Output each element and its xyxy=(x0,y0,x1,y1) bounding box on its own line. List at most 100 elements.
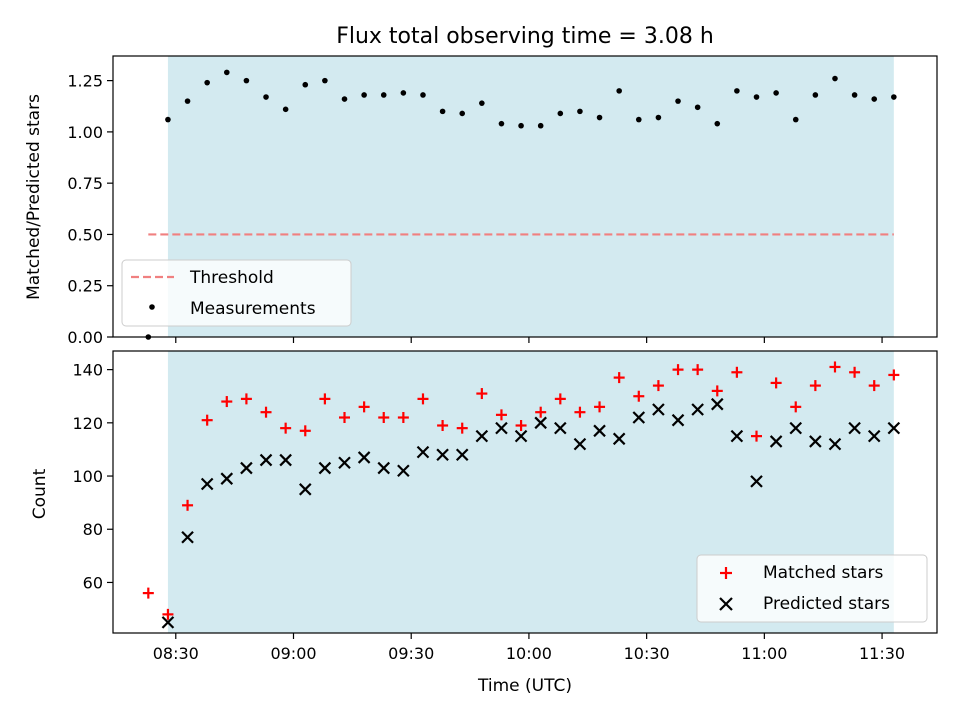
measurement-point xyxy=(223,69,230,76)
measurement-point xyxy=(439,108,446,115)
matched-stars-point xyxy=(770,377,782,389)
measurement-point xyxy=(400,90,407,96)
legend-predicted-label: Predicted stars xyxy=(763,594,890,614)
matched-stars-point xyxy=(692,364,704,376)
top-y-tick-label: 0.50 xyxy=(67,225,103,244)
measurement-point xyxy=(282,106,289,113)
predicted-stars-point xyxy=(397,464,410,477)
measurement-point xyxy=(734,88,740,94)
predicted-stars-point xyxy=(691,403,704,416)
measurement-point xyxy=(479,100,485,106)
measurement-point xyxy=(498,120,505,127)
matched-stars-point xyxy=(888,369,900,381)
predicted-stars-point xyxy=(710,397,724,411)
top-axes-frame xyxy=(112,55,938,338)
predicted-stars-point xyxy=(789,421,803,435)
measurement-point xyxy=(616,88,622,94)
measurement-point xyxy=(635,116,642,123)
legend-matched-label: Matched stars xyxy=(763,563,883,583)
measurement-point xyxy=(165,116,171,123)
matched-stars-point xyxy=(260,406,272,418)
measurement-point xyxy=(714,120,721,127)
measurement-point xyxy=(361,92,367,98)
predicted-stars-point xyxy=(730,429,744,443)
bottom-series-predicted-stars xyxy=(161,397,901,629)
measurement-point xyxy=(302,81,309,88)
matched-stars-point xyxy=(299,425,311,437)
legend-threshold-label: Threshold xyxy=(189,268,274,288)
predicted-stars-point xyxy=(240,461,253,475)
predicted-stars-point xyxy=(298,483,312,496)
bottom-y-tick-label: 60 xyxy=(83,573,103,592)
predicted-stars-point xyxy=(671,413,685,427)
top-series-measurements xyxy=(145,69,897,340)
top-y-tick-label: 1.00 xyxy=(67,123,103,142)
predicted-stars-point xyxy=(828,437,842,451)
x-tick-label: 09:00 xyxy=(270,644,316,663)
predicted-stars-point xyxy=(416,445,430,459)
measurement-point xyxy=(380,92,387,98)
top-y-tick-label: 0.00 xyxy=(67,328,103,347)
matched-stars-point xyxy=(868,380,880,392)
matched-stars-point xyxy=(182,499,194,511)
legend-measurements-label: Measurements xyxy=(190,299,316,319)
predicted-stars-point xyxy=(848,421,861,435)
matched-stars-point xyxy=(574,406,586,418)
matched-stars-point xyxy=(240,393,252,405)
matched-stars-point xyxy=(378,412,390,424)
predicted-stars-point xyxy=(867,429,881,443)
x-tick-label: 09:30 xyxy=(388,644,434,663)
measurement-point xyxy=(518,122,524,129)
predicted-stars-point xyxy=(161,616,175,629)
bottom-series-matched-stars xyxy=(142,361,900,620)
matched-stars-point xyxy=(829,361,841,373)
predicted-stars-point xyxy=(750,475,763,488)
measurement-point xyxy=(871,96,878,102)
matched-stars-point xyxy=(162,608,174,620)
matched-stars-point xyxy=(358,401,370,413)
measurement-point xyxy=(773,90,779,96)
measurement-point xyxy=(753,94,760,100)
bottom-legend: Matched stars Predicted stars xyxy=(696,554,928,623)
measurement-point xyxy=(420,92,426,98)
predicted-stars-point xyxy=(259,453,273,467)
x-axis-label: Time (UTC) xyxy=(477,676,572,696)
matched-stars-point xyxy=(476,388,488,400)
bottom-y-axis-label: Count xyxy=(30,468,50,519)
matched-stars-point xyxy=(554,393,566,405)
measurement-point xyxy=(812,92,819,98)
x-tick-label: 11:00 xyxy=(741,644,787,663)
predicted-stars-point xyxy=(377,461,391,475)
measurement-point xyxy=(557,110,564,117)
bottom-y-tick-label: 80 xyxy=(83,520,103,539)
measurement-point xyxy=(184,98,191,104)
measurement-point xyxy=(832,75,838,82)
bottom-axes-frame xyxy=(112,350,938,634)
predicted-stars-point xyxy=(593,424,606,438)
matched-stars-point xyxy=(319,393,331,405)
measurement-point xyxy=(459,110,466,117)
top-y-tick-label: 0.75 xyxy=(67,174,103,193)
matched-stars-point xyxy=(397,412,409,424)
legend-measurements-swatch xyxy=(149,304,155,310)
x-tick-label: 10:00 xyxy=(506,644,552,663)
predicted-stars-point xyxy=(809,435,822,448)
predicted-stars-point xyxy=(887,421,901,435)
bottom-y-tick-label: 120 xyxy=(72,414,103,433)
matched-stars-point xyxy=(437,419,449,431)
top-y-tick-label: 1.25 xyxy=(67,72,103,91)
matched-stars-point xyxy=(731,366,743,378)
measurement-point xyxy=(792,116,799,123)
predicted-stars-point xyxy=(652,403,665,416)
top-y-axis-label: Matched/Predicted stars xyxy=(24,94,44,300)
predicted-stars-point xyxy=(495,421,508,435)
bottom-y-tick-label: 140 xyxy=(72,361,103,380)
matched-stars-point xyxy=(142,587,154,599)
matched-stars-point xyxy=(221,396,233,408)
legend-predicted-swatch xyxy=(719,597,733,611)
matched-stars-point xyxy=(280,422,292,434)
matched-stars-point xyxy=(849,366,861,378)
predicted-stars-point xyxy=(279,453,292,467)
matched-stars-point xyxy=(613,372,625,384)
